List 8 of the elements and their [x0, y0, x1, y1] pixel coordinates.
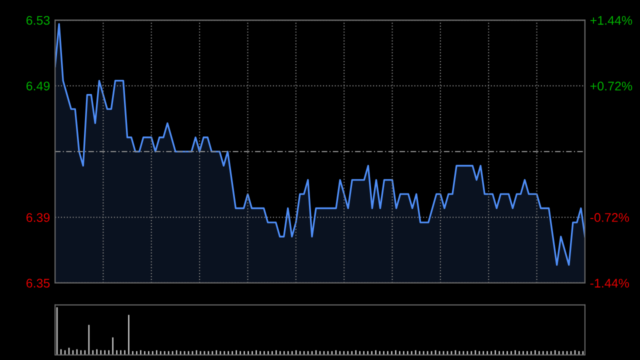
y2-tick-label: +0.72% — [590, 82, 632, 91]
y2-tick-label: +1.44% — [590, 16, 632, 25]
y-tick-label: 6.53 — [26, 16, 50, 25]
y-tick-label: 6.39 — [26, 213, 50, 222]
y2-tick-label: -1.44% — [590, 278, 629, 288]
y-tick-label: 6.49 — [26, 82, 50, 90]
y2-tick-label: -0.72% — [590, 213, 629, 222]
y-tick-label: 6.35 — [26, 278, 50, 288]
